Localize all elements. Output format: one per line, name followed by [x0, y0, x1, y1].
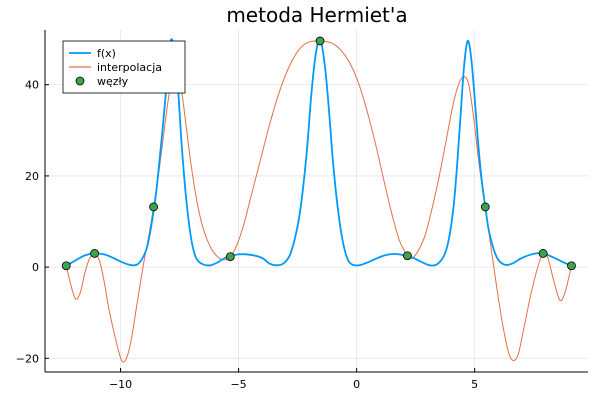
legend-label: węzły — [97, 75, 129, 88]
x-tick-label: −10 — [109, 378, 132, 391]
scatter-point-wezly — [567, 261, 576, 271]
scatter-point-wezly — [149, 202, 159, 212]
scatter-point-wezly — [402, 251, 412, 261]
axes — [44, 30, 588, 373]
x-tick-label: 0 — [353, 378, 360, 391]
scatter-point-wezly — [538, 249, 548, 258]
x-tick-label: −5 — [230, 378, 246, 391]
scatter-point-wezly — [480, 202, 490, 212]
legend-swatch — [75, 76, 85, 86]
x-tick-label: 5 — [471, 378, 478, 391]
legend-label: interpolacja — [97, 61, 162, 74]
y-tick-label: 40 — [25, 79, 39, 92]
scatter-point-wezly — [61, 261, 71, 271]
tick-labels: −10 −5 0 5 −20 0 20 40 — [16, 79, 478, 391]
y-tick-label: −20 — [16, 352, 39, 365]
scatter-point-wezly — [225, 252, 235, 262]
y-tick-label: 0 — [32, 261, 39, 274]
scatter-points — [61, 36, 576, 271]
scatter-point-wezly — [90, 249, 99, 258]
series-line-interpolacja — [65, 40, 572, 363]
chart-title: metoda Hermiet'a — [226, 3, 407, 27]
y-tick-label: 20 — [25, 170, 39, 183]
legend-label: f(x) — [97, 47, 116, 60]
scatter-point-wezly — [315, 36, 325, 46]
